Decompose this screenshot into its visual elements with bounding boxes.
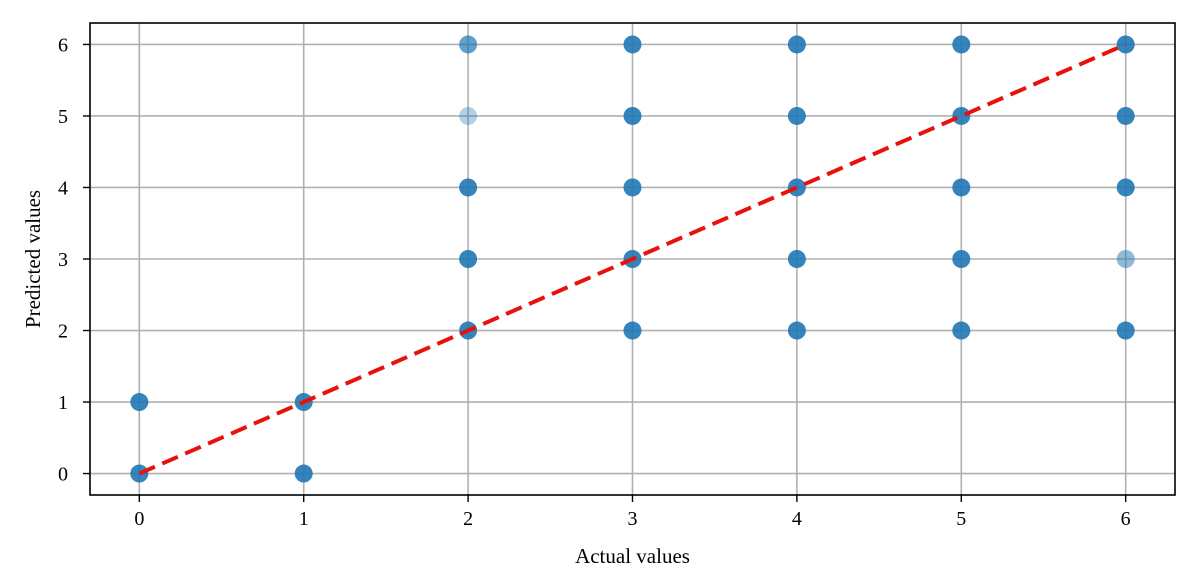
- data-point: [1116, 250, 1135, 268]
- x-tick-label: 1: [299, 508, 309, 530]
- data-point: [623, 178, 642, 197]
- data-point: [787, 178, 806, 197]
- x-axis-label: Actual values: [575, 544, 690, 568]
- x-tick-label: 3: [628, 508, 638, 530]
- x-tick-label: 4: [792, 508, 802, 530]
- axis-ticks: 0 1 2 3 4 5 6 0 1 2 3 4 5 6: [58, 34, 1131, 530]
- y-axis-label: Predicted values: [21, 190, 45, 328]
- data-point: [952, 178, 971, 197]
- y-tick-label: 5: [58, 106, 68, 128]
- data-point: [623, 35, 642, 54]
- data-point: [787, 321, 806, 340]
- reference-line-layer: [138, 42, 1127, 476]
- y-tick-label: 3: [58, 249, 68, 271]
- data-point: [952, 35, 971, 54]
- x-tick-label: 6: [1121, 508, 1131, 530]
- reference-line: [138, 42, 1127, 476]
- data-points: [130, 35, 1135, 483]
- y-tick-label: 6: [58, 34, 68, 56]
- data-point: [952, 250, 971, 268]
- data-point: [459, 250, 478, 268]
- x-tick-label: 0: [134, 508, 144, 530]
- data-point: [459, 106, 478, 125]
- y-tick-label: 4: [58, 177, 68, 199]
- data-point: [787, 35, 806, 54]
- data-point: [787, 250, 806, 268]
- data-point: [459, 35, 478, 54]
- data-point: [1116, 321, 1135, 340]
- x-tick-label: 5: [956, 508, 966, 530]
- y-tick-label: 2: [58, 321, 68, 343]
- plot-frame: [89, 22, 1176, 496]
- data-point: [623, 321, 642, 340]
- data-point: [459, 178, 478, 197]
- data-point: [294, 464, 313, 483]
- y-tick-label: 0: [58, 464, 68, 486]
- data-point: [787, 106, 806, 125]
- data-point: [952, 321, 971, 340]
- x-tick-label: 2: [463, 508, 473, 530]
- y-tick-label: 1: [58, 392, 68, 414]
- data-point: [130, 393, 149, 412]
- data-point: [1116, 106, 1135, 125]
- data-point: [952, 106, 971, 125]
- data-point: [1116, 178, 1135, 197]
- data-point: [623, 106, 642, 125]
